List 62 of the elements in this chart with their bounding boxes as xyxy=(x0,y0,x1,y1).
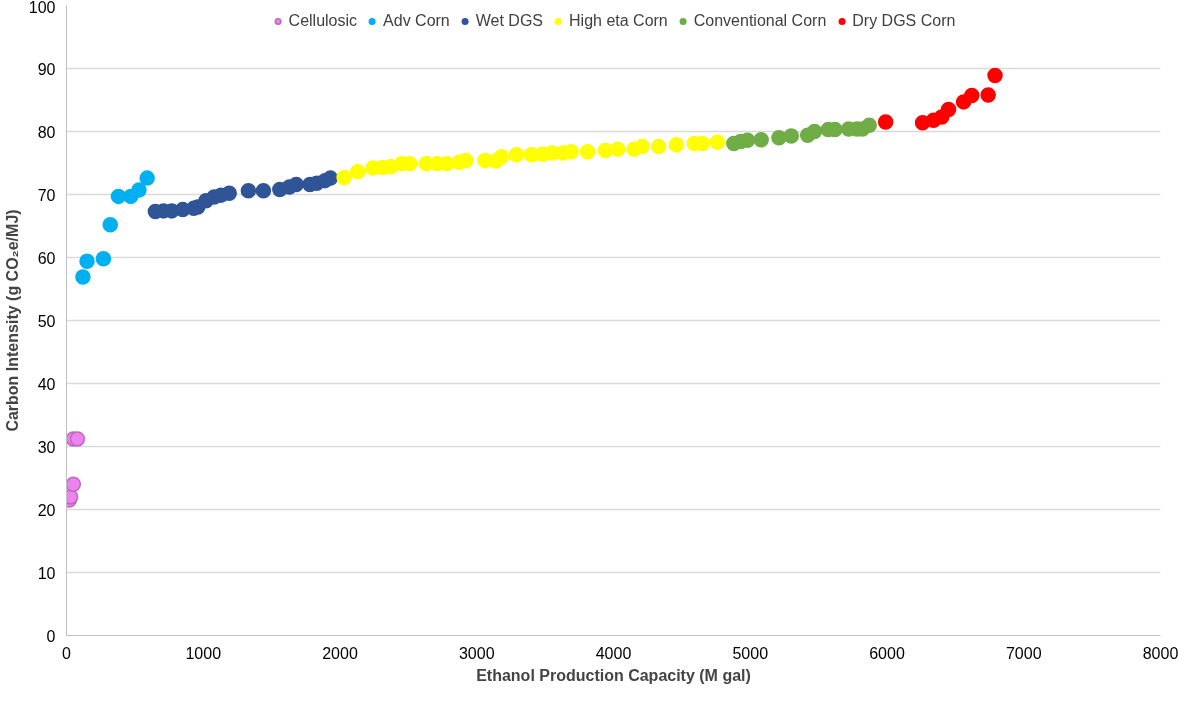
point xyxy=(240,182,257,199)
point xyxy=(709,134,726,150)
y-tick-label: 50 xyxy=(37,312,56,330)
point xyxy=(783,128,800,144)
x-tick-label: 7000 xyxy=(1005,644,1042,662)
y-tick-label: 100 xyxy=(28,0,56,16)
point xyxy=(806,123,823,140)
point xyxy=(350,164,366,180)
legend-label: Adv Corn xyxy=(383,12,450,30)
legend-label: Wet DGS xyxy=(475,12,544,30)
y-tick-label: 20 xyxy=(37,501,56,519)
x-tick-label: 4000 xyxy=(595,644,632,662)
x-tick-label: 2000 xyxy=(322,644,358,662)
point xyxy=(987,67,1003,84)
y-tick-label: 0 xyxy=(46,627,56,645)
point xyxy=(609,141,626,157)
legend-label: Dry DGS Corn xyxy=(852,12,956,30)
y-tick-label: 80 xyxy=(37,123,56,141)
point xyxy=(668,136,685,153)
y-tick-label: 40 xyxy=(37,375,56,393)
y-tick-label: 10 xyxy=(37,564,56,582)
point xyxy=(493,148,510,165)
point xyxy=(255,182,272,199)
point xyxy=(139,170,155,186)
y-tick-label: 90 xyxy=(37,60,56,78)
point xyxy=(95,251,112,267)
point xyxy=(69,431,86,447)
point xyxy=(322,170,339,186)
point xyxy=(458,152,474,169)
point xyxy=(980,87,996,103)
y-tick-label: 70 xyxy=(37,186,56,204)
point xyxy=(221,185,237,201)
point xyxy=(75,269,91,285)
point xyxy=(131,182,147,198)
x-tick-label: 5000 xyxy=(732,644,769,662)
x-tick-label: 1000 xyxy=(185,644,222,662)
x-tick-label: 8000 xyxy=(1142,644,1179,662)
point xyxy=(508,147,525,163)
point xyxy=(861,117,877,133)
point xyxy=(964,87,980,104)
point xyxy=(771,130,787,146)
legend-label: Cellulosic xyxy=(288,12,358,30)
point xyxy=(650,138,667,155)
point xyxy=(288,176,304,193)
point xyxy=(336,169,352,186)
point xyxy=(579,143,596,160)
point xyxy=(102,217,119,233)
point xyxy=(634,138,650,155)
point xyxy=(66,476,82,493)
x-axis-title: Ethanol Production Capacity (M gal) xyxy=(476,666,751,684)
x-tick-label: 6000 xyxy=(869,644,905,662)
point xyxy=(753,131,769,148)
legend-label: High eta Corn xyxy=(569,12,668,30)
point xyxy=(940,101,957,118)
y-tick-label: 60 xyxy=(37,249,56,267)
y-axis-title: Carbon Intensity (g CO₂e/MJ) xyxy=(3,209,21,432)
x-tick-label: 3000 xyxy=(458,644,495,662)
x-tick-label: 0 xyxy=(62,644,72,662)
point xyxy=(79,253,95,270)
point xyxy=(877,114,894,130)
y-tick-label: 30 xyxy=(37,438,56,456)
legend-label: Conventional Corn xyxy=(693,12,827,30)
